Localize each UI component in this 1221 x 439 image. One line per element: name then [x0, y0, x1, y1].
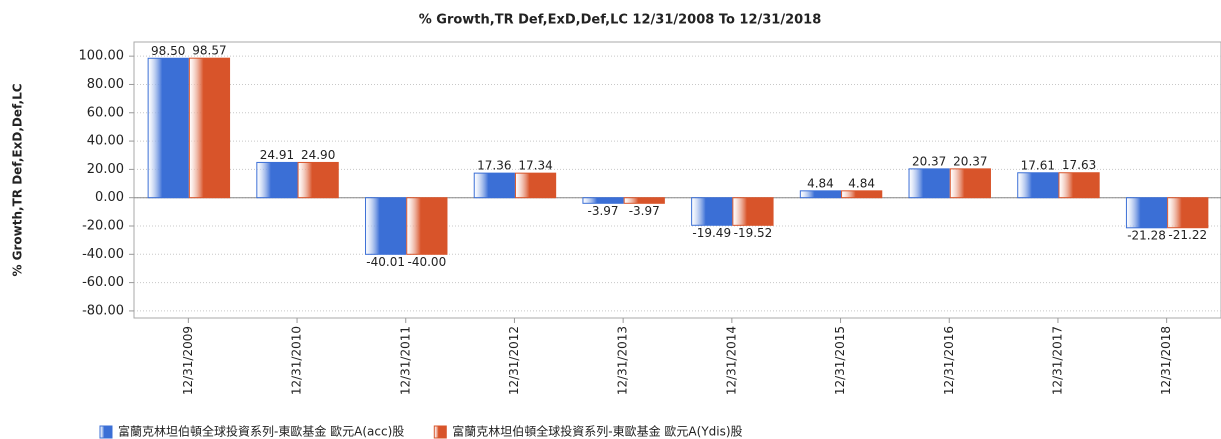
data-label: 20.37 — [953, 154, 987, 168]
data-label: 4.84 — [848, 176, 875, 190]
bar — [473, 172, 515, 199]
bar — [1125, 197, 1168, 229]
bar — [406, 197, 448, 255]
bar — [949, 168, 991, 199]
data-label: 17.36 — [477, 159, 511, 173]
data-label: 20.37 — [912, 154, 946, 168]
bar — [365, 197, 407, 255]
x-tick-label: 12/31/2017 — [1050, 326, 1064, 395]
legend-label: 富蘭克林坦伯頓全球投資系列-東歐基金 歐元A(acc)股 — [118, 424, 404, 439]
x-tick-label: 12/31/2010 — [290, 326, 304, 395]
data-label: 24.90 — [301, 148, 335, 162]
data-label: 98.57 — [192, 44, 226, 58]
y-tick-label: 0.00 — [95, 190, 124, 205]
x-tick-label: 12/31/2016 — [942, 326, 956, 395]
data-label: 17.34 — [518, 159, 552, 173]
bar — [188, 57, 231, 199]
chart-title: % Growth,TR Def,ExD,Def,LC 12/31/2008 To… — [419, 13, 822, 28]
bar — [1167, 197, 1209, 229]
bar — [297, 161, 339, 199]
y-tick-label: -80.00 — [82, 303, 124, 318]
legend-swatch — [99, 425, 113, 439]
y-tick-label: 40.00 — [87, 134, 124, 149]
legend-swatch — [433, 425, 447, 439]
data-label: -40.00 — [408, 255, 447, 269]
data-label: -40.01 — [366, 255, 405, 269]
bar — [1017, 172, 1059, 199]
y-tick-label: 60.00 — [87, 105, 124, 120]
data-label: -3.97 — [629, 204, 660, 218]
y-tick-label: -40.00 — [82, 247, 124, 262]
y-tick-label: 80.00 — [87, 77, 124, 92]
data-label: -19.49 — [692, 226, 731, 240]
data-label: -21.28 — [1127, 228, 1166, 242]
bar — [691, 197, 733, 226]
x-tick-label: 12/31/2015 — [833, 326, 847, 395]
legend-label: 富蘭克林坦伯頓全球投資系列-東歐基金 歐元A(Ydis)股 — [452, 424, 742, 439]
x-tick-label: 12/31/2018 — [1159, 326, 1173, 395]
y-tick-label: -20.00 — [82, 219, 124, 234]
x-tick-label: 12/31/2012 — [507, 326, 521, 395]
data-label: 17.63 — [1062, 158, 1096, 172]
bar — [147, 57, 189, 199]
data-label: 17.61 — [1021, 158, 1055, 172]
bar — [514, 172, 557, 199]
y-axis-label: % Growth,TR Def,ExD,Def,LC — [11, 83, 25, 276]
data-label: 24.91 — [260, 148, 294, 162]
bar — [582, 197, 624, 204]
bar — [256, 161, 298, 199]
x-tick-label: 12/31/2009 — [181, 326, 195, 395]
bar — [623, 197, 665, 204]
x-tick-label: 12/31/2011 — [398, 326, 412, 395]
data-label: -3.97 — [588, 204, 619, 218]
data-label: 98.50 — [151, 44, 185, 58]
x-tick-label: 12/31/2014 — [724, 326, 738, 395]
data-label: 4.84 — [807, 176, 834, 190]
x-tick-label: 12/31/2013 — [616, 326, 630, 395]
bar — [799, 190, 842, 199]
data-label: -19.52 — [734, 226, 773, 240]
y-tick-label: -60.00 — [82, 275, 124, 290]
bar — [732, 197, 774, 226]
bar — [1058, 172, 1100, 199]
y-tick-label: 100.00 — [79, 49, 125, 64]
y-tick-label: 20.00 — [87, 162, 124, 177]
data-label: -21.22 — [1168, 228, 1207, 242]
bar — [841, 190, 883, 199]
bar — [908, 168, 950, 199]
plot-area — [133, 41, 1221, 319]
